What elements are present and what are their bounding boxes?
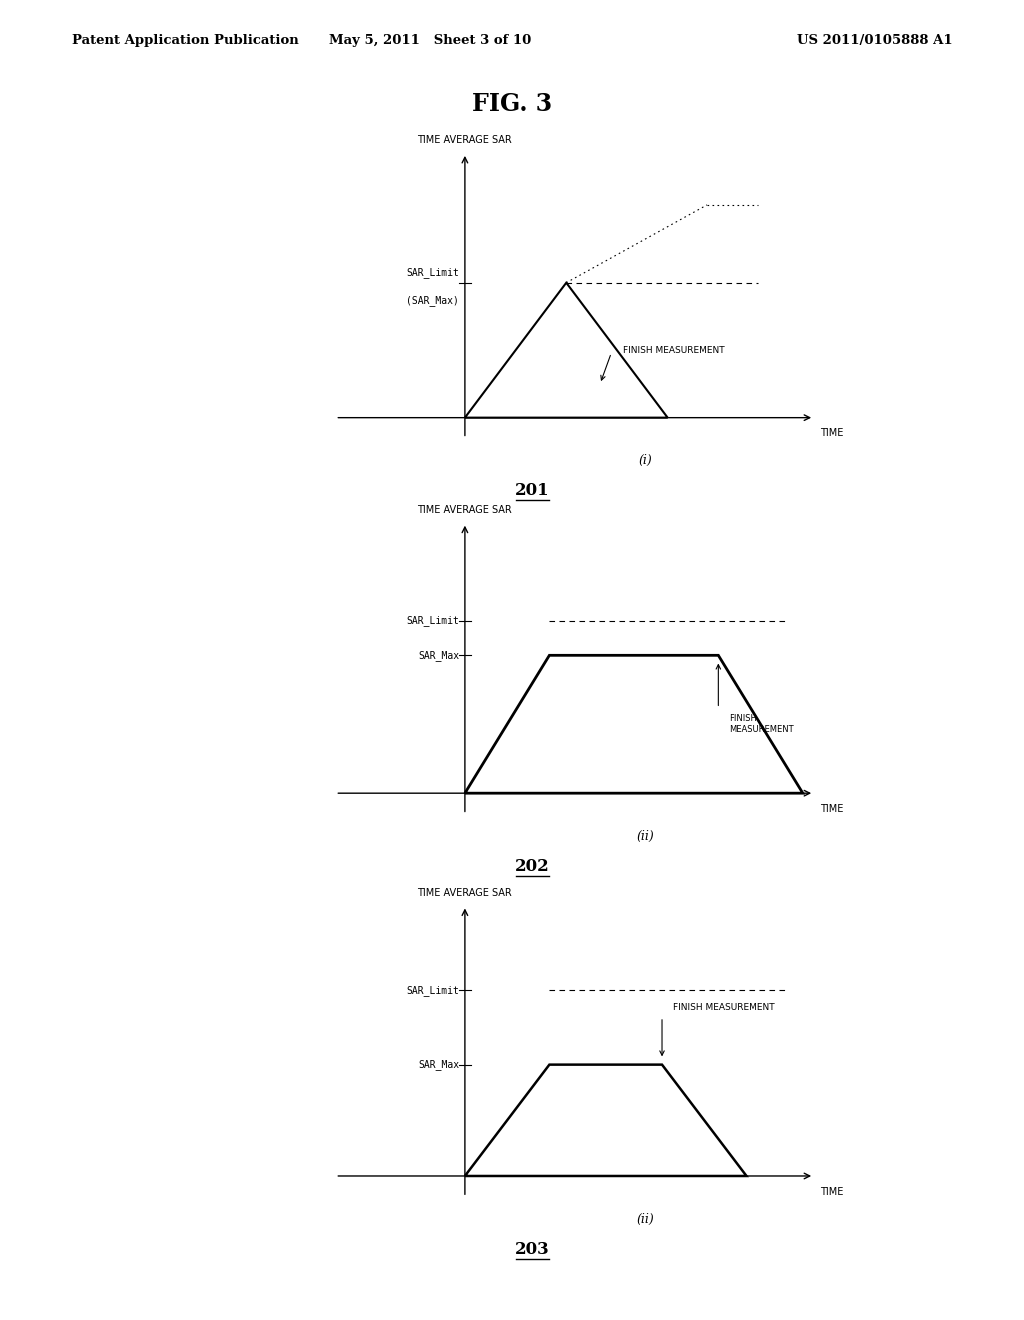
Text: TIME AVERAGE SAR: TIME AVERAGE SAR (418, 887, 512, 898)
Text: 201: 201 (515, 482, 550, 499)
Text: Patent Application Publication: Patent Application Publication (72, 34, 298, 48)
Text: FINISH MEASUREMENT: FINISH MEASUREMENT (623, 346, 724, 355)
Text: (ii): (ii) (636, 830, 654, 843)
Text: TIME: TIME (819, 428, 843, 438)
Text: TIME: TIME (819, 1187, 843, 1197)
Text: 203: 203 (515, 1241, 550, 1258)
Text: (i): (i) (638, 454, 652, 467)
Text: SAR_Limit: SAR_Limit (407, 267, 459, 277)
Text: (SAR_Max): (SAR_Max) (407, 296, 459, 306)
Text: May 5, 2011   Sheet 3 of 10: May 5, 2011 Sheet 3 of 10 (329, 34, 531, 48)
Text: FINISH
MEASUREMENT: FINISH MEASUREMENT (729, 714, 795, 734)
Text: FIG. 3: FIG. 3 (472, 92, 552, 116)
Text: TIME AVERAGE SAR: TIME AVERAGE SAR (418, 135, 512, 145)
Text: TIME AVERAGE SAR: TIME AVERAGE SAR (418, 504, 512, 515)
Text: 202: 202 (515, 858, 550, 875)
Text: SAR_Max: SAR_Max (418, 649, 459, 661)
Text: (ii): (ii) (636, 1213, 654, 1226)
Text: SAR_Limit: SAR_Limit (407, 615, 459, 626)
Text: SAR_Max: SAR_Max (418, 1059, 459, 1071)
Text: FINISH MEASUREMENT: FINISH MEASUREMENT (674, 1003, 775, 1011)
Text: US 2011/0105888 A1: US 2011/0105888 A1 (797, 34, 952, 48)
Text: TIME: TIME (819, 804, 843, 814)
Text: SAR_Limit: SAR_Limit (407, 985, 459, 995)
